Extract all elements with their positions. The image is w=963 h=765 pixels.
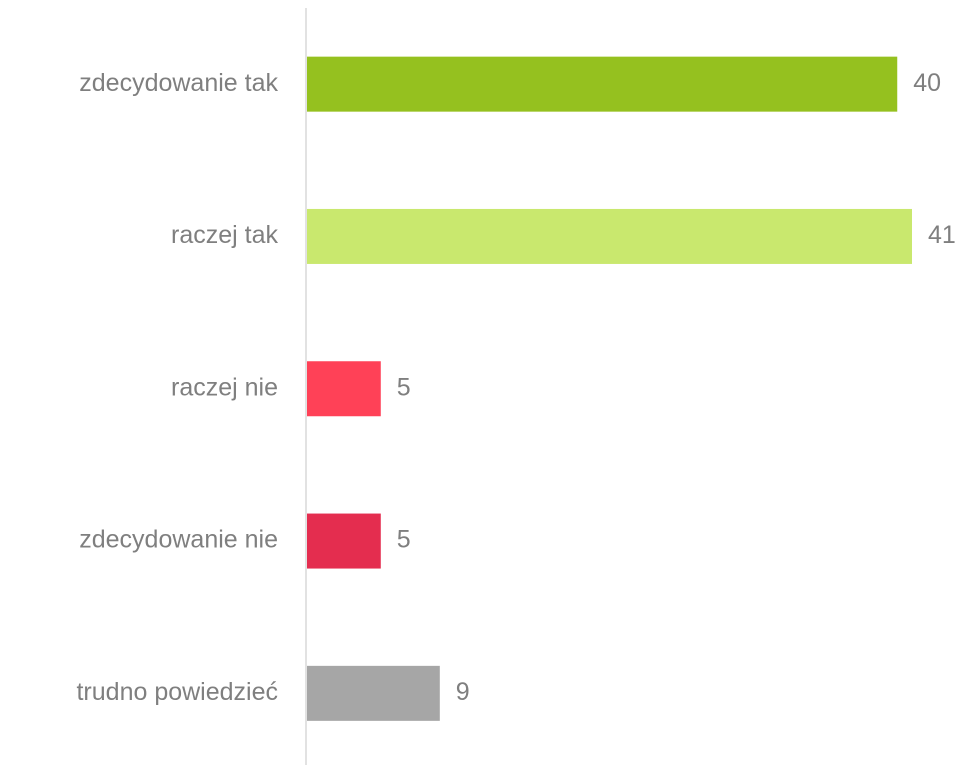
bar — [307, 56, 898, 112]
data-label: 9 — [456, 678, 470, 706]
category-label: zdecydowanie tak — [79, 69, 278, 97]
data-label: 5 — [397, 526, 411, 554]
bar — [307, 513, 381, 569]
bar — [307, 208, 912, 264]
category-label: raczej nie — [171, 373, 278, 401]
bar — [307, 361, 381, 417]
data-label: 40 — [913, 69, 941, 97]
category-label: trudno powiedzieć — [76, 678, 278, 706]
category-label: zdecydowanie nie — [79, 526, 278, 554]
category-label: raczej tak — [171, 221, 278, 249]
data-label: 41 — [928, 221, 956, 249]
data-label: 5 — [397, 373, 411, 401]
bar — [307, 665, 440, 721]
